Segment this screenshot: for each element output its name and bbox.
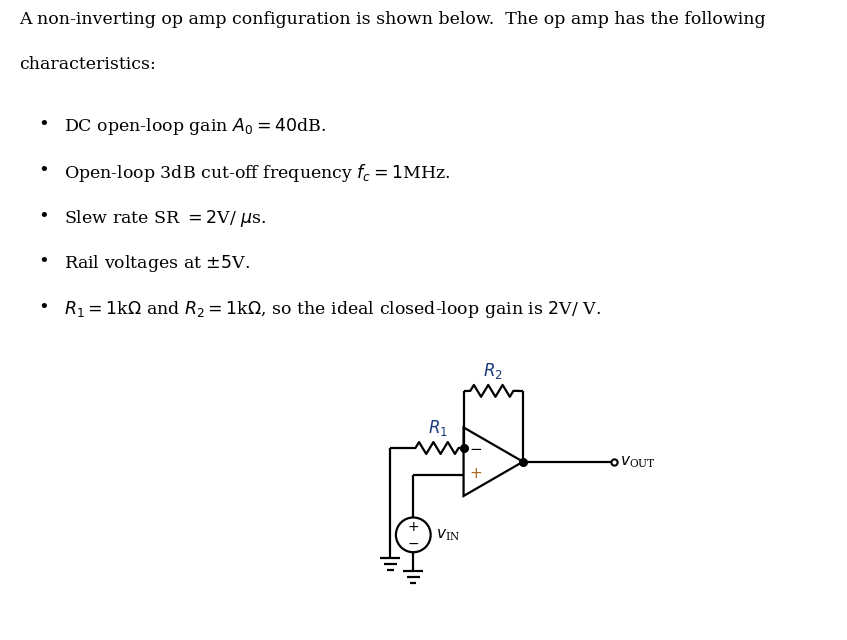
Text: characteristics:: characteristics:: [19, 56, 155, 74]
Text: $+$: $+$: [407, 520, 419, 534]
Text: $-$: $-$: [407, 536, 419, 550]
Text: Open-loop 3dB cut-off frequency $f_c = 1$MHz.: Open-loop 3dB cut-off frequency $f_c = 1…: [64, 162, 450, 184]
Text: •: •: [38, 207, 49, 226]
Text: $-$: $-$: [469, 440, 482, 454]
Text: $R_1$: $R_1$: [429, 418, 448, 438]
Text: $v_\mathregular{OUT}$: $v_\mathregular{OUT}$: [620, 454, 656, 470]
Text: DC open-loop gain $A_0 = 40$dB.: DC open-loop gain $A_0 = 40$dB.: [64, 116, 325, 137]
Text: •: •: [38, 162, 49, 180]
Text: •: •: [38, 299, 49, 317]
Text: •: •: [38, 253, 49, 271]
Text: $+$: $+$: [469, 467, 482, 481]
Text: A non-inverting op amp configuration is shown below.  The op amp has the followi: A non-inverting op amp configuration is …: [19, 10, 765, 28]
Text: •: •: [38, 116, 49, 134]
Text: $R_2$: $R_2$: [484, 361, 503, 381]
Text: Slew rate SR $= 2$V/ $\mu$s.: Slew rate SR $= 2$V/ $\mu$s.: [64, 207, 266, 228]
Text: $v_\mathregular{IN}$: $v_\mathregular{IN}$: [436, 527, 460, 543]
Text: $R_1 = 1$k$\Omega$ and $R_2 = 1$k$\Omega$, so the ideal closed-loop gain is $2$V: $R_1 = 1$k$\Omega$ and $R_2 = 1$k$\Omega…: [64, 299, 601, 320]
Text: Rail voltages at $\pm 5$V.: Rail voltages at $\pm 5$V.: [64, 253, 250, 275]
